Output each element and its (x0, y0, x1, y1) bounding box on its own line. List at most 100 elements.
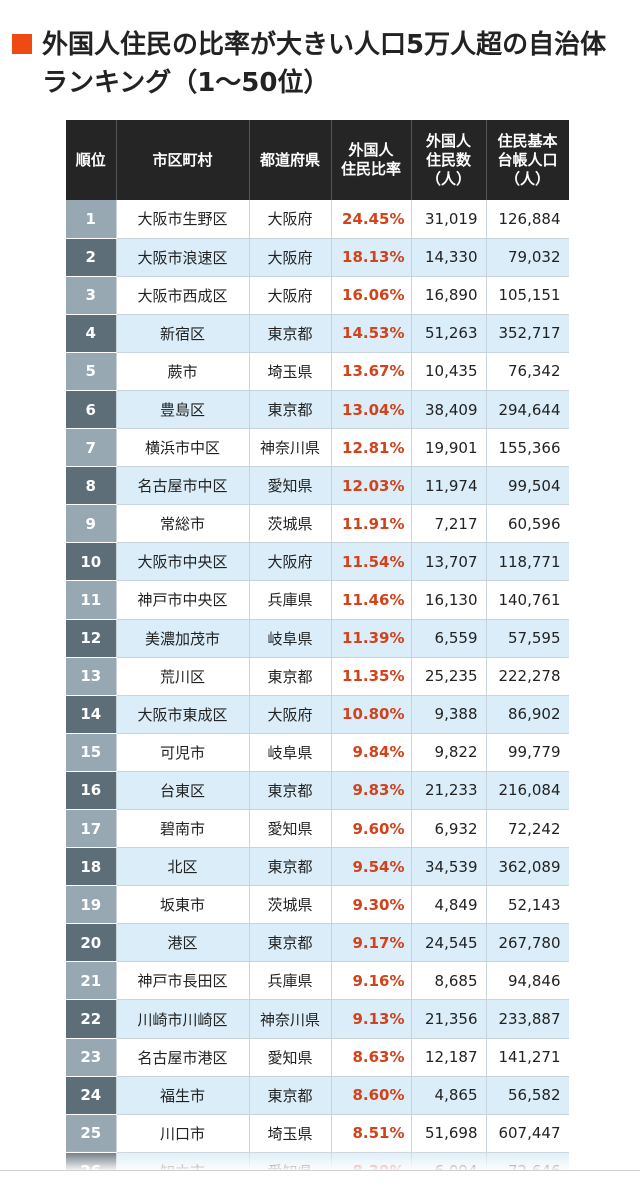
prefecture-cell: 岐阜県 (249, 733, 332, 772)
total-population-cell: 222,278 (486, 657, 569, 696)
city-cell: 横浜市中区 (116, 428, 250, 468)
table-row: 4 新宿区 東京都 14.53% 51,263 352,717 (66, 314, 569, 353)
foreign-count-cell: 6,932 (411, 809, 487, 849)
ratio-cell: 11.35% (331, 657, 412, 696)
total-population-cell: 126,884 (486, 200, 569, 239)
city-cell: 碧南市 (116, 809, 250, 849)
city-cell: 川口市 (116, 1114, 250, 1153)
prefecture-cell: 東京都 (249, 771, 332, 811)
prefecture-cell: 愛知県 (249, 1038, 332, 1077)
foreign-count-cell: 7,217 (411, 504, 487, 544)
total-population-cell: 56,582 (486, 1076, 569, 1115)
total-population-cell: 140,761 (486, 580, 569, 620)
ranking-table-body: 1 大阪市生野区 大阪府 24.45% 31,019 126,884 2 大阪市浪速区 大阪府 1… (66, 200, 569, 1170)
ratio-cell: 9.54% (331, 847, 412, 887)
rank-cell: 8 (66, 466, 117, 506)
prefecture-cell: 茨城県 (249, 885, 332, 925)
foreign-count-cell: 51,698 (411, 1114, 487, 1153)
ratio-cell: 14.53% (331, 314, 412, 353)
page-title: 外国人住民の比率が大きい人口5万人超の自治体ランキング（1〜50位） (42, 30, 607, 98)
table-row: 21 神戸市長田区 兵庫県 9.16% 8,685 94,846 (66, 961, 569, 1001)
foreign-count-cell: 51,263 (411, 314, 487, 353)
ranking-table-container[interactable]: 順位 市区町村 都道府県 外国人 住民比率 外国人 住民数 （人） 住民基本 台帳人口（… (66, 120, 569, 1170)
rank-cell: 20 (66, 923, 117, 963)
city-cell: 北区 (116, 847, 250, 887)
total-population-cell: 216,084 (486, 771, 569, 811)
rank-cell: 21 (66, 961, 117, 1001)
foreign-count-cell: 9,822 (411, 733, 487, 772)
total-population-cell: 99,779 (486, 733, 569, 772)
table-row: 15 可児市 岐阜県 9.84% 9,822 99,779 (66, 733, 569, 772)
foreign-count-cell: 12,187 (411, 1038, 487, 1077)
city-cell: 大阪市東成区 (116, 695, 250, 734)
heading-accent-square (12, 34, 32, 54)
ratio-cell: 11.39% (331, 619, 412, 658)
foreign-count-cell: 16,130 (411, 580, 487, 620)
total-population-cell: 94,846 (486, 961, 569, 1001)
rank-cell: 22 (66, 999, 117, 1039)
prefecture-cell: 東京都 (249, 390, 332, 430)
ratio-cell: 9.60% (331, 809, 412, 849)
ratio-cell: 11.46% (331, 580, 412, 620)
ratio-cell: 9.13% (331, 999, 412, 1039)
table-row: 12 美濃加茂市 岐阜県 11.39% 6,559 57,595 (66, 619, 569, 658)
total-population-cell: 362,089 (486, 847, 569, 887)
city-cell: 大阪市生野区 (116, 200, 250, 239)
total-population-cell: 352,717 (486, 314, 569, 353)
table-row: 19 坂東市 茨城県 9.30% 4,849 52,143 (66, 885, 569, 925)
city-cell: 川崎市川崎区 (116, 999, 250, 1039)
table-row: 8 名古屋市中区 愛知県 12.03% 11,974 99,504 (66, 466, 569, 506)
ratio-cell: 11.91% (331, 504, 412, 544)
content-bottom-edge (0, 1170, 640, 1171)
foreign-count-cell: 31,019 (411, 200, 487, 239)
table-row: 3 大阪市西成区 大阪府 16.06% 16,890 105,151 (66, 276, 569, 315)
city-cell: 名古屋市中区 (116, 466, 250, 506)
foreign-count-cell: 4,865 (411, 1076, 487, 1115)
foreign-count-cell: 21,356 (411, 999, 487, 1039)
table-row: 9 常総市 茨城県 11.91% 7,217 60,596 (66, 504, 569, 544)
table-row: 23 名古屋市港区 愛知県 8.63% 12,187 141,271 (66, 1038, 569, 1077)
rank-cell: 10 (66, 542, 117, 582)
ratio-cell: 16.06% (331, 276, 412, 315)
table-row: 11 神戸市中央区 兵庫県 11.46% 16,130 140,761 (66, 580, 569, 620)
header-total-population: 住民基本 台帳人口 （人） (486, 120, 569, 200)
rank-cell: 15 (66, 733, 117, 772)
prefecture-cell: 神奈川県 (249, 428, 332, 468)
table-row: 7 横浜市中区 神奈川県 12.81% 19,901 155,366 (66, 428, 569, 468)
article-heading: 外国人住民の比率が大きい人口5万人超の自治体ランキング（1〜50位） (12, 26, 632, 102)
foreign-count-cell: 4,849 (411, 885, 487, 925)
foreign-count-cell: 38,409 (411, 390, 487, 430)
foreign-count-cell: 10,435 (411, 352, 487, 391)
foreign-count-cell: 9,388 (411, 695, 487, 734)
ratio-cell: 8.51% (331, 1114, 412, 1153)
table-row: 2 大阪市浪速区 大阪府 18.13% 14,330 79,032 (66, 238, 569, 277)
foreign-count-cell: 6,559 (411, 619, 487, 658)
total-population-cell: 52,143 (486, 885, 569, 925)
rank-cell: 11 (66, 580, 117, 620)
foreign-count-cell: 21,233 (411, 771, 487, 811)
ratio-cell: 9.16% (331, 961, 412, 1001)
city-cell: 新宿区 (116, 314, 250, 353)
rank-cell: 18 (66, 847, 117, 887)
prefecture-cell: 茨城県 (249, 504, 332, 544)
foreign-count-cell: 19,901 (411, 428, 487, 468)
total-population-cell: 233,887 (486, 999, 569, 1039)
prefecture-cell: 東京都 (249, 847, 332, 887)
city-cell: 可児市 (116, 733, 250, 772)
table-row: 13 荒川区 東京都 11.35% 25,235 222,278 (66, 657, 569, 696)
table-row: 20 港区 東京都 9.17% 24,545 267,780 (66, 923, 569, 963)
rank-cell: 3 (66, 276, 117, 315)
ratio-cell: 9.30% (331, 885, 412, 925)
ratio-cell: 9.84% (331, 733, 412, 772)
scroll-fade (0, 1150, 640, 1172)
city-cell: 台東区 (116, 771, 250, 811)
rank-cell: 19 (66, 885, 117, 925)
total-population-cell: 155,366 (486, 428, 569, 468)
prefecture-cell: 兵庫県 (249, 961, 332, 1001)
ratio-cell: 11.54% (331, 542, 412, 582)
city-cell: 常総市 (116, 504, 250, 544)
table-row: 24 福生市 東京都 8.60% 4,865 56,582 (66, 1076, 569, 1115)
rank-cell: 12 (66, 619, 117, 658)
prefecture-cell: 愛知県 (249, 466, 332, 506)
prefecture-cell: 岐阜県 (249, 619, 332, 658)
